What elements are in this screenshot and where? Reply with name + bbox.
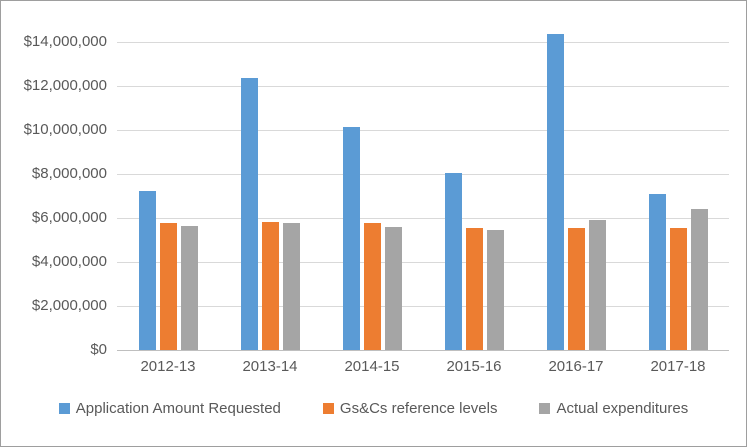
- x-axis-label: 2012-13: [140, 358, 196, 375]
- bar-application-amount-requested-2017-18: [648, 194, 666, 350]
- bar-group-2012-13: [117, 21, 219, 350]
- plot-area: [117, 21, 729, 351]
- bar-group-2017-18: [627, 21, 729, 350]
- y-axis-label: $10,000,000: [23, 121, 107, 139]
- x-axis-label: 2016-17: [548, 358, 604, 375]
- gridline: [117, 218, 729, 220]
- gridline: [117, 306, 729, 308]
- legend-item-actual-expenditures: Actual expenditures: [539, 400, 688, 417]
- gridline: [117, 262, 729, 264]
- bar-gs-cs-reference-levels-2013-14: [261, 221, 279, 350]
- x-axis-label: 2017-18: [650, 358, 706, 375]
- bar-actual-expenditures-2014-15: [384, 227, 402, 350]
- y-axis-label: $2,000,000: [31, 297, 107, 315]
- bar-actual-expenditures-2012-13: [180, 225, 198, 350]
- bar-gs-cs-reference-levels-2015-16: [465, 228, 483, 350]
- legend: Application Amount Requested Gs&Cs refere…: [1, 400, 746, 417]
- bar-group-2013-14: [219, 21, 321, 350]
- y-axis-label: $8,000,000: [31, 165, 107, 183]
- x-axis-label: 2013-14: [242, 358, 298, 375]
- bar-application-amount-requested-2012-13: [138, 190, 156, 350]
- bar-gs-cs-reference-levels-2016-17: [567, 228, 585, 350]
- y-axis: $0 $2,000,000 $4,000,000 $6,000,000 $8,000,0…: [1, 21, 107, 358]
- x-axis-label: 2015-16: [446, 358, 502, 375]
- y-axis-label: $6,000,000: [31, 209, 107, 227]
- bar-application-amount-requested-2014-15: [342, 127, 360, 350]
- x-axis: 2012-13 2013-14 2014-15 2015-16 2016-17 2017-…: [117, 358, 729, 380]
- legend-item-gs-cs-reference-levels: Gs&Cs reference levels: [322, 400, 498, 417]
- bar-actual-expenditures-2013-14: [282, 222, 300, 350]
- legend-marker: [322, 403, 334, 414]
- bar-application-amount-requested-2016-17: [546, 33, 564, 350]
- legend-label: Gs&Cs reference levels: [339, 400, 498, 417]
- gridline: [117, 86, 729, 88]
- bar-application-amount-requested-2015-16: [444, 173, 462, 350]
- y-axis-label: $0: [90, 341, 107, 358]
- legend-item-application-amount-requested: Application Amount Requested: [58, 400, 281, 417]
- gridline: [117, 130, 729, 132]
- y-axis-label: $4,000,000: [31, 253, 107, 271]
- bar-gs-cs-reference-levels-2014-15: [363, 222, 381, 350]
- bar-group-2015-16: [423, 21, 525, 350]
- gridline: [117, 174, 729, 176]
- bar-gs-cs-reference-levels-2017-18: [669, 228, 687, 350]
- bar-application-amount-requested-2013-14: [240, 77, 258, 350]
- bar-actual-expenditures-2015-16: [486, 230, 504, 350]
- legend-marker: [539, 403, 551, 414]
- bar-group-2014-15: [321, 21, 423, 350]
- bar-group-2016-17: [525, 21, 627, 350]
- legend-label: Actual expenditures: [556, 400, 689, 417]
- bar-gs-cs-reference-levels-2012-13: [159, 222, 177, 350]
- y-axis-label: $14,000,000: [23, 33, 107, 51]
- bar-actual-expenditures-2016-17: [588, 220, 606, 350]
- legend-marker: [58, 403, 70, 414]
- bar-actual-expenditures-2017-18: [690, 209, 708, 350]
- gridline: [117, 42, 729, 44]
- legend-label: Application Amount Requested: [75, 400, 281, 417]
- x-axis-label: 2014-15: [344, 358, 400, 375]
- y-axis-label: $12,000,000: [23, 77, 107, 95]
